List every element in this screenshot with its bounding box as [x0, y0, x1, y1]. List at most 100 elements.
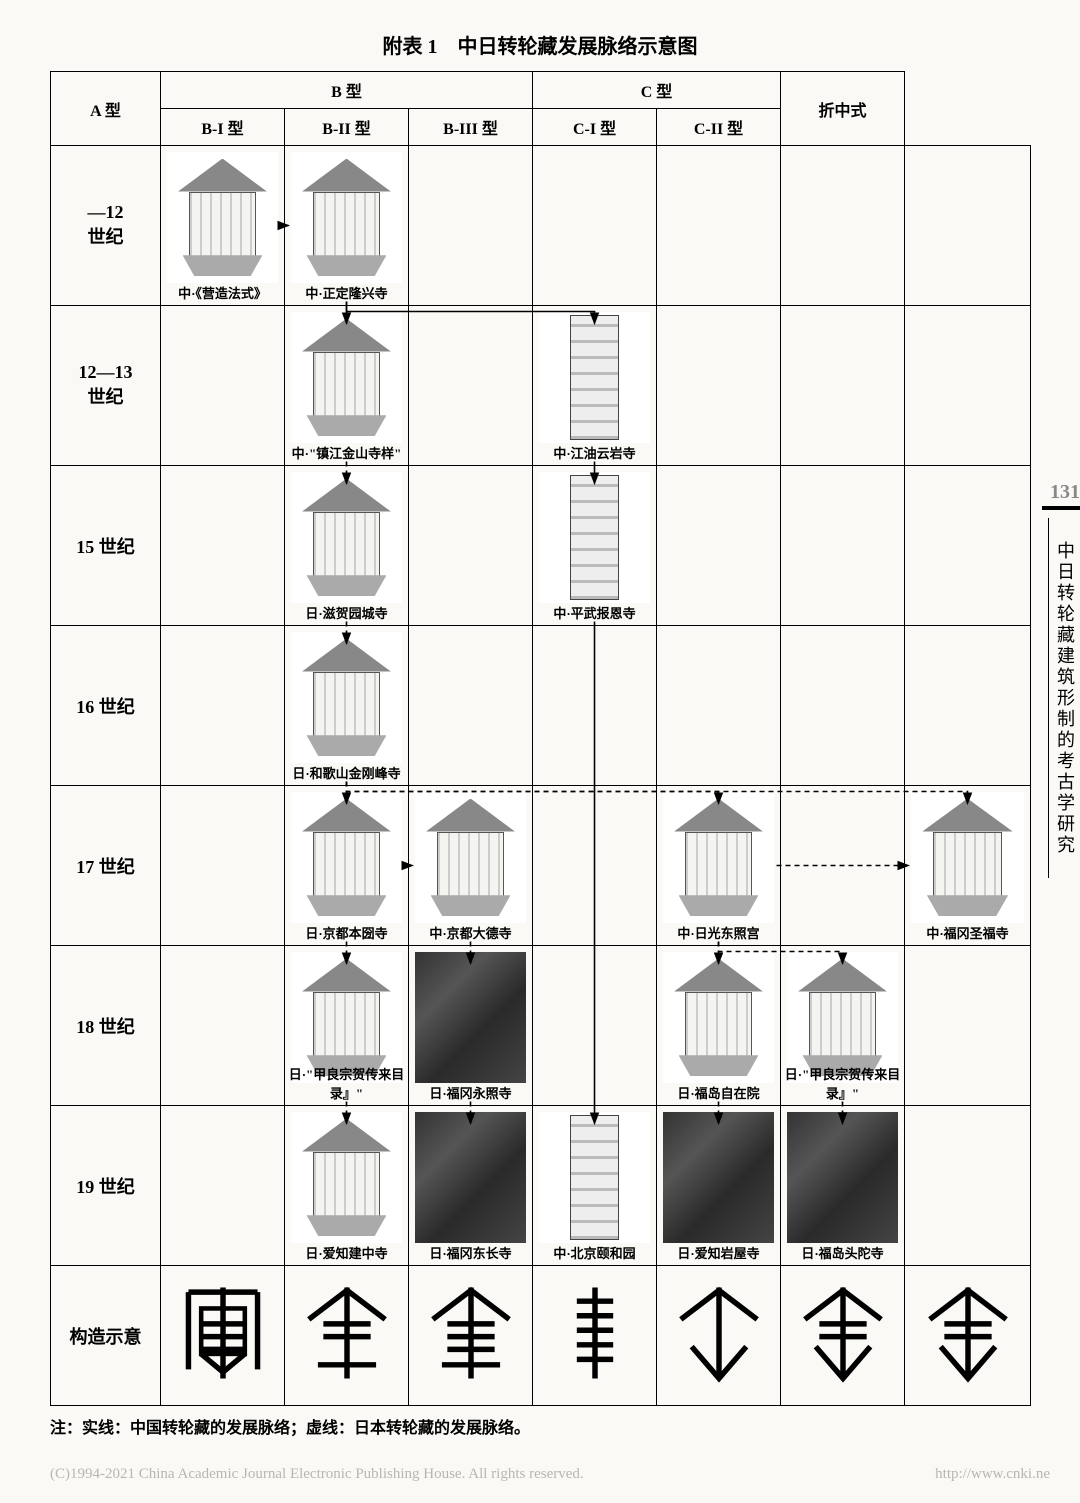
cell-r7-c2: 日·福岛头陀寺	[781, 1106, 905, 1266]
cell-r3-b3: 中·平武报恩寺	[533, 466, 657, 626]
cell-r1-c2	[781, 146, 905, 306]
cell-r2-b1: 中·"镇江金山寺样"	[285, 306, 409, 466]
table-title: 附表 1 中日转轮藏发展脉络示意图	[20, 30, 1060, 59]
cell-r5-b3	[533, 786, 657, 946]
cell-r1-c1	[657, 146, 781, 306]
caption-r6_b1: 日·"甲良宗贺传来目录』"	[285, 1064, 408, 1102]
caption-r2_b3: 中·江油云岩寺	[533, 443, 656, 462]
cell-r6-a	[161, 946, 285, 1106]
cell-r4-c1	[657, 626, 781, 786]
cell-r2-ecl	[905, 306, 1031, 466]
copyright-text: (C)1994-2021 China Academic Journal Elec…	[50, 1466, 584, 1483]
cell-r2-c1	[657, 306, 781, 466]
schematic-ecl	[905, 1266, 1031, 1406]
caption-r1_b1: 中·正定隆兴寺	[285, 283, 408, 302]
schematic-b1	[285, 1266, 409, 1406]
article-title-vertical: 中日转轮藏建筑形制的考古学研究	[1048, 518, 1080, 878]
cell-r5-b2: 中·京都大德寺	[409, 786, 533, 946]
schematic-b2	[409, 1266, 533, 1406]
col-c2: C-II 型	[657, 109, 781, 146]
caption-r7_c2: 日·福岛头陀寺	[781, 1243, 904, 1262]
row-r2: 12—13 世纪	[51, 306, 161, 466]
col-c1: C-I 型	[533, 109, 657, 146]
table-note: 注：实线：中国转轮藏的发展脉络；虚线：日本转轮藏的发展脉络。	[50, 1414, 1030, 1438]
caption-r6_c2: 日·"甲良宗贺传来目录』"	[781, 1064, 904, 1102]
cell-r4-b3	[533, 626, 657, 786]
page-sidebar: 131 中日转轮藏建筑形制的考古学研究	[1042, 481, 1080, 878]
caption-r1_a: 中·《营造法式》	[161, 283, 284, 302]
cell-r6-b3	[533, 946, 657, 1106]
cell-r2-c2	[781, 306, 905, 466]
page-number: 131	[1042, 481, 1080, 510]
row-r6: 18 世纪	[51, 946, 161, 1106]
caption-r4_b1: 日·和歌山金刚峰寺	[285, 763, 408, 782]
cell-r6-c1: 日·福岛自在院	[657, 946, 781, 1106]
caption-r7_c1: 日·爱知岩屋寺	[657, 1243, 780, 1262]
cell-r4-b2	[409, 626, 533, 786]
col-b2: B-II 型	[285, 109, 409, 146]
cell-r3-b1: 日·滋贺园城寺	[285, 466, 409, 626]
cell-r5-b1: 日·京都本圀寺	[285, 786, 409, 946]
cell-r7-a	[161, 1106, 285, 1266]
row-r5: 17 世纪	[51, 786, 161, 946]
schematic-a	[161, 1266, 285, 1406]
cell-r6-b1: 日·"甲良宗贺传来目录』"	[285, 946, 409, 1106]
cell-r5-a	[161, 786, 285, 946]
row-r4: 16 世纪	[51, 626, 161, 786]
cell-r1-a: 中·《营造法式》	[161, 146, 285, 306]
cell-r7-b1: 日·爱知建中寺	[285, 1106, 409, 1266]
cell-r4-a	[161, 626, 285, 786]
cell-r4-c2	[781, 626, 905, 786]
cell-r3-ecl	[905, 466, 1031, 626]
cell-r6-b2: 日·福冈永照寺	[409, 946, 533, 1106]
col-c: C 型	[533, 72, 781, 109]
cell-r2-b2	[409, 306, 533, 466]
caption-r3_b3: 中·平武报恩寺	[533, 603, 656, 622]
cell-r1-b1: 中·正定隆兴寺	[285, 146, 409, 306]
cell-r4-ecl	[905, 626, 1031, 786]
cell-r4-b1: 日·和歌山金刚峰寺	[285, 626, 409, 786]
page-footer: (C)1994-2021 China Academic Journal Elec…	[20, 1466, 1060, 1483]
cell-r1-b3	[533, 146, 657, 306]
development-table: A 型 B 型 C 型 折中式 B-I 型 B-II 型 B-III 型 C-I…	[50, 71, 1031, 1406]
cell-r7-c1: 日·爱知岩屋寺	[657, 1106, 781, 1266]
col-b1: B-I 型	[161, 109, 285, 146]
cell-r6-ecl	[905, 946, 1031, 1106]
col-b3: B-III 型	[409, 109, 533, 146]
cell-r2-a	[161, 306, 285, 466]
cell-r7-b3: 中·北京颐和园	[533, 1106, 657, 1266]
schematic-c2	[781, 1266, 905, 1406]
cell-r7-ecl	[905, 1106, 1031, 1266]
caption-r3_b1: 日·滋贺园城寺	[285, 603, 408, 622]
caption-r7_b2: 日·福冈东长寺	[409, 1243, 532, 1262]
col-ecl: 折中式	[781, 72, 905, 146]
caption-r5_b1: 日·京都本圀寺	[285, 923, 408, 942]
cell-r3-c2	[781, 466, 905, 626]
caption-r6_c1: 日·福岛自在院	[657, 1083, 780, 1102]
caption-r7_b1: 日·爱知建中寺	[285, 1243, 408, 1262]
source-url: http://www.cnki.ne	[935, 1466, 1050, 1483]
schematic-b3	[533, 1266, 657, 1406]
cell-r5-ecl: 中·福冈圣福寺	[905, 786, 1031, 946]
cell-r1-b2	[409, 146, 533, 306]
table-container: A 型 B 型 C 型 折中式 B-I 型 B-II 型 B-III 型 C-I…	[50, 71, 1030, 1406]
cell-r6-c2: 日·"甲良宗贺传来目录』"	[781, 946, 905, 1106]
col-b: B 型	[161, 72, 533, 109]
cell-r1-ecl	[905, 146, 1031, 306]
cell-r5-c2	[781, 786, 905, 946]
row-r1: —12 世纪	[51, 146, 161, 306]
cell-r3-b2	[409, 466, 533, 626]
caption-r5_c1: 中·日光东照宫	[657, 923, 780, 942]
cell-r5-c1: 中·日光东照宫	[657, 786, 781, 946]
cell-r3-a	[161, 466, 285, 626]
schematic-c1	[657, 1266, 781, 1406]
cell-r3-c1	[657, 466, 781, 626]
row-r7: 19 世纪	[51, 1106, 161, 1266]
cell-r2-b3: 中·江油云岩寺	[533, 306, 657, 466]
cell-r7-b2: 日·福冈东长寺	[409, 1106, 533, 1266]
caption-r5_ecl: 中·福冈圣福寺	[905, 923, 1030, 942]
row-schematic: 构造示意	[51, 1266, 161, 1406]
caption-r2_b1: 中·"镇江金山寺样"	[285, 443, 408, 462]
caption-r7_b3: 中·北京颐和园	[533, 1243, 656, 1262]
caption-r5_b2: 中·京都大德寺	[409, 923, 532, 942]
